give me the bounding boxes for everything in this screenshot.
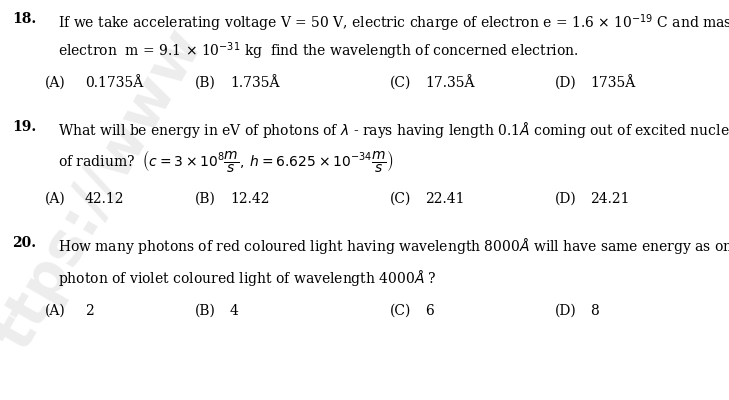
Text: 0.1735Å: 0.1735Å xyxy=(85,76,144,90)
Text: 42.12: 42.12 xyxy=(85,192,125,206)
Text: 19.: 19. xyxy=(12,120,36,134)
Text: 24.21: 24.21 xyxy=(590,192,630,206)
Text: 12.42: 12.42 xyxy=(230,192,270,206)
Text: 8: 8 xyxy=(590,304,599,318)
Text: How many photons of red coloured light having wavelength 8000$\AA$ will have sam: How many photons of red coloured light h… xyxy=(58,236,729,256)
Text: 2: 2 xyxy=(85,304,94,318)
Text: of radium?  $\left( c = 3 \times 10^8 \dfrac{m}{s},\;  h = 6.625 \times 10^{-34}: of radium? $\left( c = 3 \times 10^8 \df… xyxy=(58,148,394,174)
Text: If we take accelerating voltage V = 50 V, electric charge of electron e = 1.6 $\: If we take accelerating voltage V = 50 V… xyxy=(58,12,729,34)
Text: (A): (A) xyxy=(45,192,66,206)
Text: electron  m = 9.1 $\times$ 10$^{-31}$ kg  find the wavelength of concerned elect: electron m = 9.1 $\times$ 10$^{-31}$ kg … xyxy=(58,40,578,62)
Text: (C): (C) xyxy=(390,192,411,206)
Text: photon of violet coloured light of wavelength 4000$\AA$ ?: photon of violet coloured light of wavel… xyxy=(58,268,437,288)
Text: (A): (A) xyxy=(45,304,66,318)
Text: 1735Å: 1735Å xyxy=(590,76,635,90)
Text: ttps://www: ttps://www xyxy=(0,20,214,360)
Text: 20.: 20. xyxy=(12,236,36,250)
Text: What will be energy in eV of photons of $\lambda$ - rays having length 0.1$\AA$ : What will be energy in eV of photons of … xyxy=(58,120,729,140)
Text: (D): (D) xyxy=(555,192,577,206)
Text: (D): (D) xyxy=(555,304,577,318)
Text: (B): (B) xyxy=(195,304,216,318)
Text: 18.: 18. xyxy=(12,12,36,26)
Text: 4: 4 xyxy=(230,304,239,318)
Text: 1.735Å: 1.735Å xyxy=(230,76,279,90)
Text: (B): (B) xyxy=(195,192,216,206)
Text: 6: 6 xyxy=(425,304,434,318)
Text: (C): (C) xyxy=(390,304,411,318)
Text: (B): (B) xyxy=(195,76,216,90)
Text: 17.35Å: 17.35Å xyxy=(425,76,475,90)
Text: (C): (C) xyxy=(390,76,411,90)
Text: (A): (A) xyxy=(45,76,66,90)
Text: (D): (D) xyxy=(555,76,577,90)
Text: 22.41: 22.41 xyxy=(425,192,464,206)
